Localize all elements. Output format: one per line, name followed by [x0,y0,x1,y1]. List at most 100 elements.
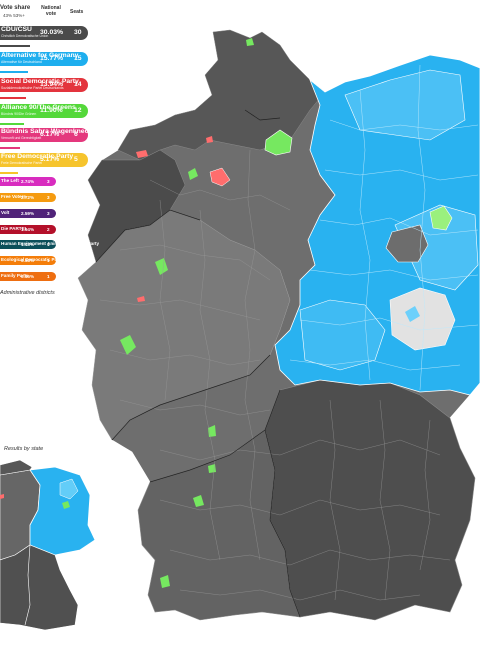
party-seats: 3 [47,178,50,184]
party-vote: 15.77% [40,55,64,62]
green-frankfurt [208,425,216,437]
legend-header-vote-share: Vote share [0,5,31,11]
party-seats: 15 [74,55,82,62]
region-afd-light-3 [299,299,386,371]
district-borders [99,149,451,601]
party-row-fdp: Free Democratic Party Freie Demokratisch… [0,153,88,167]
party-vote: 1.43% [21,241,35,247]
party-subname: Alternative für Deutschland [1,60,42,64]
party-vote: 6.17% [40,131,60,138]
party-row-bsw: Bündnis Sahra Wagenknecht Vernunft und G… [0,128,95,142]
party-subname: Vernunft und Gerechtigkeit [1,136,42,140]
party-vote: 13.94% [40,81,64,88]
party-seats: 5 [74,156,78,163]
party-name: Human Environment Animal Protection Part… [1,241,100,246]
legend-header-national-vote: National vote [41,5,61,17]
inset-hamburg-green [62,501,70,509]
region-afd-light-1 [344,69,466,141]
party-seats: 30 [74,29,82,36]
spd-emden [136,150,148,158]
party-vote: 0.58% [21,257,35,263]
party-name: Alliance 90/The Greens [1,104,76,111]
party-vote: 1.94% [21,226,35,232]
afd-district-borders [289,64,479,391]
party-seats: 1 [47,273,50,279]
state-results-caption: Results by state [4,446,44,452]
inset-bremen-spd [0,494,4,499]
party-name: Volt [1,210,10,215]
party-name: Bündnis Sahra Wagenknecht [1,128,95,135]
inset-north-states [0,459,33,476]
party-spark-greens [0,123,24,125]
party-name: Free Voters [1,194,26,199]
green-karlsruhe [193,495,204,507]
spd-bremen [209,167,231,187]
party-row-oedp: Ecological Democratic Party 0.58% 1 [0,256,63,265]
party-vote: 30.03% [40,29,64,36]
party-subname: Freie Demokratische Partei [1,161,43,165]
party-subname: Bündnis 90/Die Grünen [1,112,37,116]
inset-east-states [29,466,96,556]
party-spark-bsw [0,147,20,149]
green-leipzig [429,205,453,231]
party-row-greens: Alliance 90/The Greens Bündnis 90/Die Gr… [0,104,88,118]
green-freiburg [160,575,170,588]
green-cologne [120,335,136,355]
region-berlin-light [389,287,456,351]
spd-wilhelmshaven [206,136,213,143]
party-row-spd: Social Democratic Party Sozialdemokratis… [0,78,88,92]
party-seats: 1 [47,241,50,247]
party-seats: 6 [74,131,78,138]
party-row-afd: Alternative for Germany Alternative für … [0,52,88,66]
party-seats: 1 [47,257,50,263]
state-results-inset-map [0,459,96,631]
party-spark-cdu [0,45,30,47]
party-vote: 5.17% [40,156,60,163]
party-row-left: The Left 2.74% 3 [0,177,56,186]
party-name: Social Democratic Party [1,78,79,85]
party-name: Family Party [1,273,29,278]
green-kiel [246,38,254,46]
party-vote: 0.56% [21,273,35,279]
legend-header-seats: Seats [70,9,84,15]
party-vote: 2.74% [21,178,35,184]
green-osnabrueck [188,168,198,180]
party-row-free-voters: Free Voters 2.72% 3 [0,193,56,202]
party-row-animal-protection: Human Environment Animal Protection Part… [0,240,99,249]
green-hamburg [264,129,293,156]
green-muenster [155,258,168,275]
party-subname: Sozialdemokratische Partei Deutschlands [1,86,64,90]
party-name: CDU/CSU [1,26,32,33]
party-vote: 11.90% [40,107,63,114]
party-row-cdu: CDU/CSU Christlich Demokratische Union 3… [0,26,88,40]
inset-border-line [24,544,31,626]
party-row-family: Family Party 0.56% 1 [0,272,56,281]
party-seats: 12 [74,107,82,114]
party-spark-fdp [0,172,18,174]
party-vote: 2.72% [21,194,35,200]
legend-header-ticks: 43% 53%+ [3,13,25,18]
party-vote: 2.59% [21,210,35,216]
party-name: Ecological Democratic Party [1,257,64,262]
party-name: Die PARTEI [1,226,26,231]
party-seats: 14 [74,81,82,88]
spd-duisburg [137,296,145,302]
state-borders [95,109,301,618]
party-seats: 3 [47,194,50,200]
inset-bavaria-bw [0,544,79,631]
districts-caption: Administrative districts [0,290,55,296]
inset-berlin [59,478,79,500]
region-bavaria [264,379,476,621]
party-spark-afd [0,71,28,73]
party-name: Free Democratic Party [1,153,74,160]
party-name: The Left [1,178,19,183]
party-seats: 2 [47,226,50,232]
party-subname: Christlich Demokratische Union [1,34,49,38]
party-row-die-partei: Die PARTEI 1.94% 2 [0,225,56,234]
party-seats: 3 [47,210,50,216]
region-berlin-blue-spot [405,306,420,322]
party-name: Alternative for Germany [1,52,79,59]
region-brandenburg-grey [385,224,429,263]
party-spark-spd [0,97,26,99]
